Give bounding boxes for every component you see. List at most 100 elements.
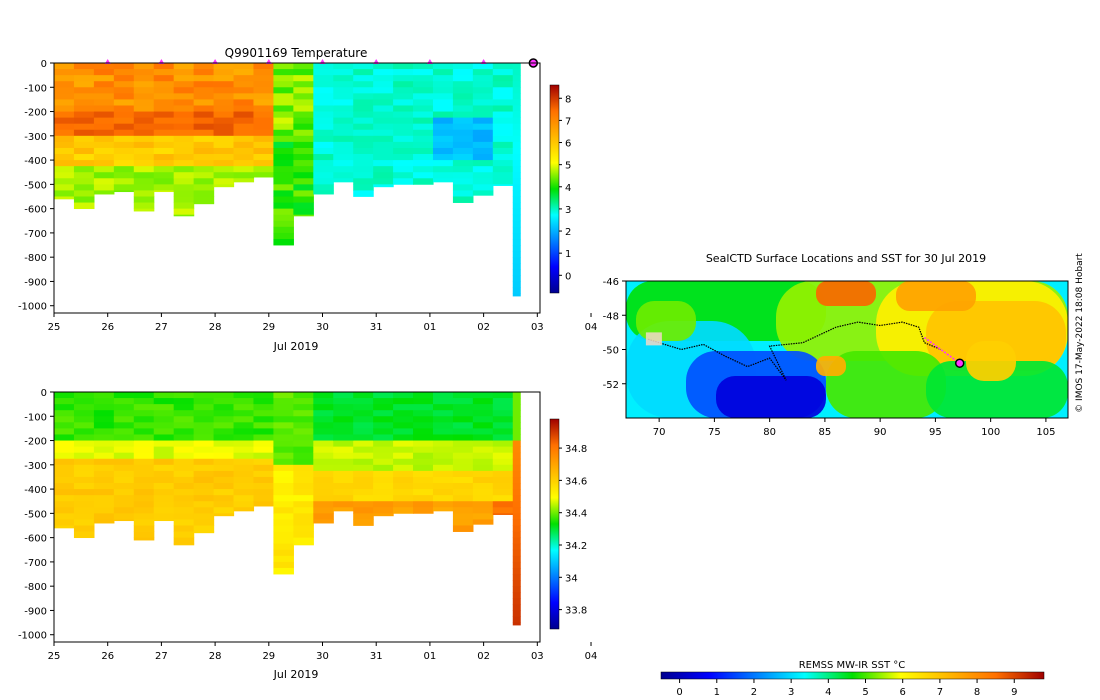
salinity-cell: [73, 452, 95, 460]
salinity-cell: [113, 452, 135, 460]
salinity-cell: [54, 525, 75, 529]
salinity-cell: [193, 501, 215, 508]
salinity-cell: [54, 483, 75, 490]
sst-region: [966, 341, 1016, 381]
temperature-cell: [353, 147, 374, 155]
temperature-cell: [353, 141, 374, 149]
temperature-cell: [373, 160, 394, 167]
salinity-cell: [153, 404, 175, 411]
temperature-cell: [173, 190, 195, 197]
temperature-cell: [153, 184, 175, 191]
salinity-cell: [293, 501, 314, 508]
temperature-cell: [93, 135, 115, 143]
salinity-cell: [393, 483, 414, 490]
temperature-cell: [193, 178, 215, 185]
salinity-cell: [512, 586, 521, 593]
temperature-cell: [133, 196, 155, 203]
salinity-cell: [273, 561, 294, 569]
salinity-cell: [512, 580, 521, 587]
temperature-cell: [432, 105, 454, 112]
temperature-cell: [393, 154, 414, 161]
temperature-cell: [432, 117, 454, 125]
temperature-cell: [113, 160, 135, 167]
colorbar-tick-label: 2: [565, 227, 571, 238]
temperature-cell: [93, 129, 115, 137]
salinity-cell: [452, 489, 474, 496]
temperature-cell: [173, 129, 195, 137]
temperature-title: Q9901169 Temperature: [225, 46, 368, 60]
temperature-cell: [512, 147, 521, 155]
temperature-cell: [512, 281, 521, 288]
salinity-cell: [113, 464, 135, 472]
temperature-cell: [73, 87, 95, 94]
temperature-cell: [432, 69, 454, 76]
salinity-cell: [353, 428, 374, 435]
temperature-cell: [153, 69, 175, 76]
salinity-cell: [512, 604, 521, 611]
salinity-cell: [353, 483, 374, 490]
salinity-cell: [273, 501, 294, 508]
sst-colorbar-tick-label: 4: [825, 687, 831, 698]
temperature-cell: [273, 166, 294, 173]
salinity-cell: [173, 543, 195, 546]
lon-tick-label: 80: [763, 427, 776, 438]
temperature-cell: [193, 81, 215, 88]
temperature-cell: [413, 178, 434, 185]
temperature-cell: [472, 117, 494, 125]
salinity-cell: [73, 507, 95, 514]
salinity-cell: [373, 483, 394, 490]
temperature-cell: [233, 123, 255, 131]
salinity-cell: [512, 610, 521, 617]
temperature-cell: [273, 63, 294, 70]
y-tick-label: -900: [24, 277, 47, 288]
temperature-cell: [452, 141, 474, 149]
temperature-cell: [432, 111, 454, 119]
salinity-cell: [313, 501, 334, 508]
temperature-cell: [133, 99, 155, 106]
temperature-cell: [432, 99, 454, 106]
temperature-cell: [393, 93, 414, 100]
temperature-cell: [153, 172, 175, 179]
temperature-cell: [492, 135, 514, 143]
temperature-cell: [173, 135, 195, 143]
salinity-cell: [193, 434, 215, 441]
temperature-cell: [432, 154, 454, 161]
salinity-cell: [452, 458, 474, 466]
temperature-cell: [492, 99, 514, 106]
salinity-cell: [373, 464, 394, 472]
temperature-cell: [233, 105, 255, 112]
temperature-cell: [193, 105, 215, 112]
salinity-cell: [93, 440, 115, 448]
temperature-cell: [413, 154, 434, 161]
temperature-cell: [73, 75, 95, 82]
salinity-cell: [313, 470, 334, 478]
temperature-cell: [373, 141, 394, 149]
temperature-cell: [373, 123, 394, 131]
salinity-cell: [333, 410, 354, 417]
temperature-cell: [452, 63, 474, 70]
salinity-cell: [333, 452, 354, 460]
temperature-cell: [293, 105, 314, 112]
salinity-cell: [353, 422, 374, 429]
salinity-cell: [133, 531, 155, 539]
temperature-cell: [213, 75, 235, 82]
salinity-cell: [73, 458, 95, 466]
salinity-cell: [452, 416, 474, 423]
temperature-cell: [73, 123, 95, 131]
temperature-cell: [273, 81, 294, 88]
temperature-cell: [213, 111, 235, 119]
temperature-cell: [153, 129, 175, 137]
temperature-cell: [113, 190, 135, 193]
salinity-cell: [193, 428, 215, 435]
temperature-cell: [492, 63, 514, 70]
salinity-cell: [353, 495, 374, 502]
temperature-cell: [233, 63, 255, 70]
temperature-cell: [54, 190, 75, 197]
temperature-cell: [73, 147, 95, 155]
temperature-cell: [512, 129, 521, 137]
temperature-cell: [54, 87, 75, 94]
temperature-cell: [133, 141, 155, 149]
salinity-cell: [253, 501, 275, 507]
temperature-cell: [153, 117, 175, 125]
salinity-cell: [153, 489, 175, 496]
